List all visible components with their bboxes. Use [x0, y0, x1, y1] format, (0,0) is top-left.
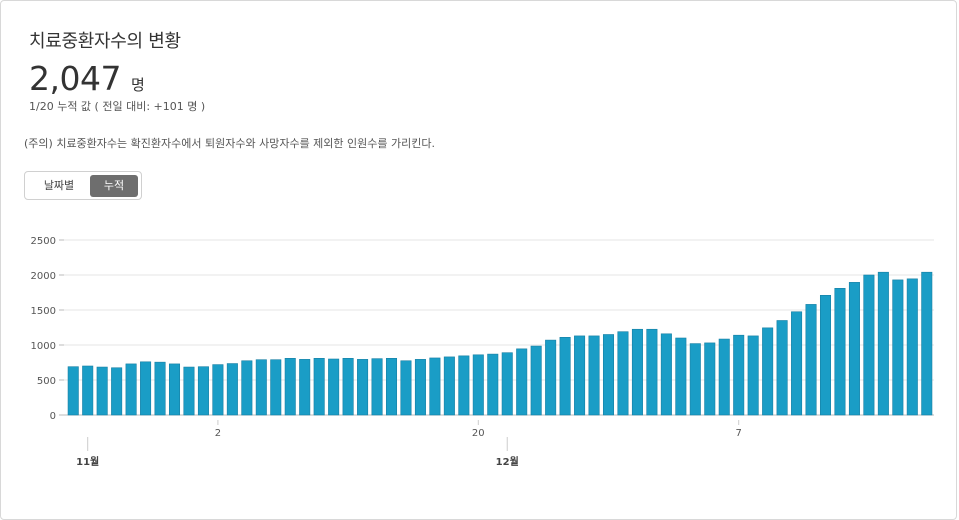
x-tick-label: 20	[472, 428, 485, 439]
month-label: 11월	[76, 456, 99, 468]
bar	[67, 366, 79, 416]
bar	[848, 282, 860, 416]
x-tick-label: 2	[215, 428, 221, 439]
bar	[487, 353, 499, 416]
definition-note: (주의) 치료중환자수는 확진환자수에서 퇴원자수와 사망자수를 제외한 인원수…	[24, 137, 435, 150]
bar	[718, 338, 730, 416]
bar	[299, 359, 311, 416]
bar	[400, 360, 412, 416]
bar	[385, 358, 398, 416]
bar	[747, 335, 759, 416]
bar	[892, 279, 904, 416]
bar	[689, 343, 701, 416]
bar	[313, 358, 325, 416]
bar	[342, 358, 354, 416]
bar	[212, 364, 224, 416]
bar	[733, 334, 745, 416]
y-tick-label: 2000	[31, 271, 56, 282]
bar	[559, 337, 571, 416]
bar	[921, 271, 933, 416]
bar	[111, 367, 123, 416]
bar	[125, 363, 137, 416]
bar	[357, 359, 369, 416]
bar	[675, 337, 687, 416]
bar	[588, 335, 600, 416]
x-tick-label: 7	[736, 428, 742, 439]
bar	[819, 295, 832, 416]
bar	[617, 331, 629, 416]
bar	[154, 361, 166, 416]
bar	[414, 359, 426, 416]
bar	[805, 304, 817, 416]
bar	[284, 358, 296, 416]
bar	[458, 355, 470, 416]
month-label: 12월	[496, 456, 519, 468]
bar	[501, 352, 513, 416]
bar	[776, 320, 788, 416]
bar	[660, 333, 672, 416]
bar	[197, 366, 209, 416]
bar	[472, 354, 484, 416]
bar	[270, 359, 282, 416]
bar	[371, 358, 383, 416]
bar	[704, 342, 716, 416]
toggle-daily-button[interactable]: 날짜별	[43, 178, 75, 192]
bar	[255, 359, 267, 416]
y-tick-label: 1500	[31, 306, 56, 317]
bar	[863, 274, 875, 416]
bar	[762, 327, 774, 416]
bar	[82, 365, 94, 416]
bar	[183, 366, 195, 416]
page-title: 치료중환자수의 변황	[29, 31, 181, 52]
bar	[241, 360, 253, 416]
total-value: 2,047	[29, 59, 121, 98]
y-tick-label: 1000	[31, 341, 56, 352]
y-tick-label: 2500	[31, 236, 56, 247]
bar	[530, 345, 542, 416]
bar	[96, 366, 108, 416]
bar	[516, 348, 528, 416]
bar	[877, 271, 889, 416]
bar	[545, 339, 557, 416]
bar	[834, 287, 846, 416]
bar-chart: 0 500 1000 1500 2000 2500 2 20 7 11월 12월	[31, 236, 934, 468]
bar	[226, 363, 238, 416]
bar	[906, 278, 918, 416]
bar	[168, 363, 181, 416]
cumulative-subline: 1/20 누적 값 ( 전일 대비: +101 명 )	[29, 100, 206, 113]
bar	[646, 328, 658, 416]
bar	[574, 335, 586, 416]
bar	[602, 334, 615, 416]
bar	[140, 361, 152, 416]
y-tick-label: 0	[50, 411, 56, 422]
total-unit: 명	[130, 76, 145, 94]
bar	[429, 357, 441, 416]
bar	[328, 358, 340, 416]
bar	[631, 328, 643, 416]
bar	[791, 311, 803, 416]
bar	[443, 356, 455, 416]
y-tick-label: 500	[37, 376, 56, 387]
toggle-cumulative-button[interactable]: 누적	[90, 174, 138, 197]
view-toggle: 날짜별 누적	[24, 171, 142, 200]
total-count: 2,047 명	[29, 59, 145, 98]
